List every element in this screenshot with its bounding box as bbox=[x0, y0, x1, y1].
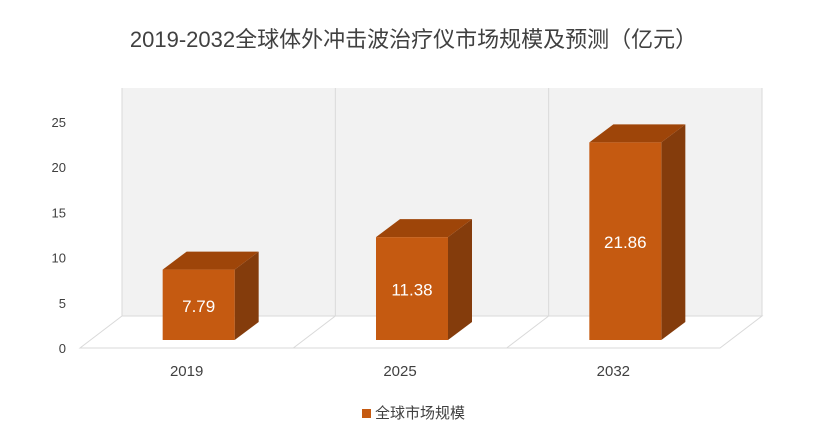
floor-divider bbox=[293, 315, 336, 349]
chart-title: 2019-2032全球体外冲击波治疗仪市场规模及预测（亿元） bbox=[129, 27, 698, 52]
x-tick-label: 2025 bbox=[383, 363, 416, 380]
x-tick-label: 2032 bbox=[597, 363, 630, 380]
data-label: 21.86 bbox=[604, 233, 647, 252]
data-label: 7.79 bbox=[182, 297, 215, 316]
y-tick-label: 25 bbox=[52, 115, 66, 130]
legend: 全球市场规模 bbox=[0, 402, 827, 423]
y-tick-label: 20 bbox=[52, 160, 66, 175]
legend-label: 全球市场规模 bbox=[374, 405, 465, 422]
y-tick-label: 5 bbox=[59, 296, 66, 311]
y-tick-label: 15 bbox=[52, 205, 66, 220]
bar bbox=[589, 142, 662, 340]
bar-top bbox=[162, 251, 259, 270]
bar-top bbox=[376, 219, 472, 238]
legend-swatch bbox=[361, 408, 371, 418]
bar-top bbox=[589, 124, 686, 143]
bar bbox=[376, 237, 448, 340]
bar-side bbox=[661, 124, 686, 341]
bar bbox=[162, 269, 235, 340]
x-tick-label: 2019 bbox=[170, 363, 203, 380]
floor-divider bbox=[506, 315, 549, 349]
bar-side bbox=[234, 251, 259, 340]
y-tick-label: 0 bbox=[59, 341, 66, 356]
bar-side bbox=[448, 219, 472, 340]
data-label: 11.38 bbox=[391, 281, 432, 300]
y-tick-label: 10 bbox=[52, 251, 66, 266]
